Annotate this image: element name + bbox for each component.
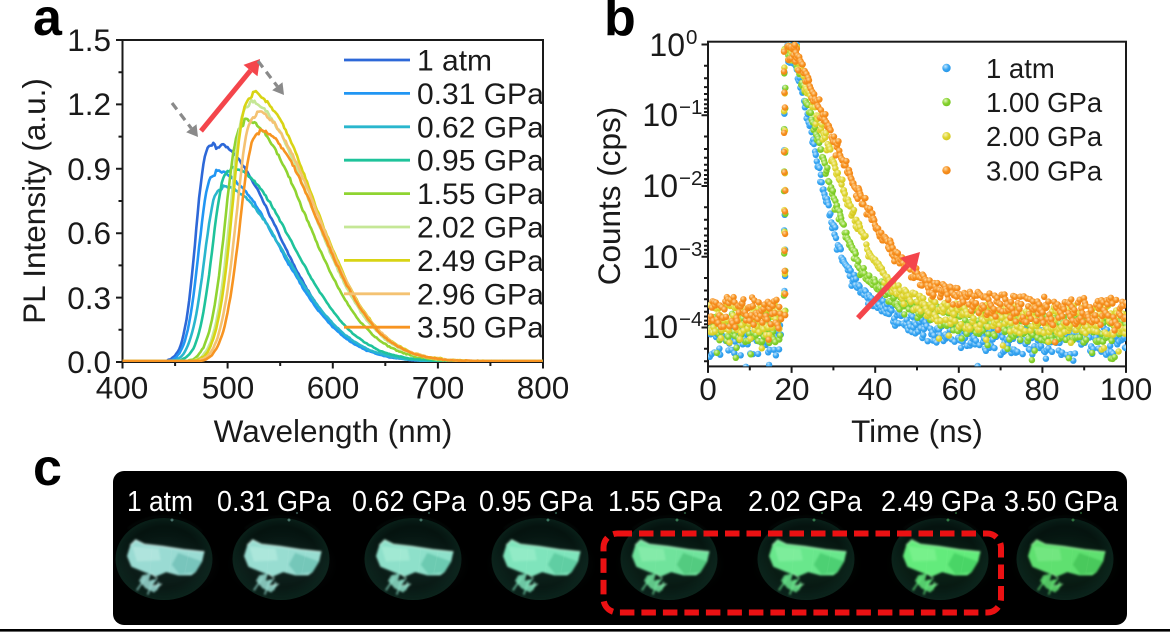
svg-text:0.6: 0.6 xyxy=(67,215,111,251)
svg-text:0: 0 xyxy=(699,371,717,407)
svg-text:600: 600 xyxy=(307,370,360,406)
svg-text:400: 400 xyxy=(96,370,149,406)
svg-text:1.5: 1.5 xyxy=(67,22,111,58)
svg-text:2.96 GPa: 2.96 GPa xyxy=(417,278,544,311)
svg-text:1.55 GPa: 1.55 GPa xyxy=(608,486,723,518)
svg-text:0.62 GPa: 0.62 GPa xyxy=(352,486,467,518)
svg-text:2.02 GPa: 2.02 GPa xyxy=(748,486,863,518)
svg-text:500: 500 xyxy=(202,370,255,406)
svg-text:2.02 GPa: 2.02 GPa xyxy=(417,212,544,245)
svg-text:80: 80 xyxy=(1024,371,1059,407)
svg-text:800: 800 xyxy=(517,370,570,406)
svg-text:700: 700 xyxy=(412,370,465,406)
svg-text:1.55 GPa: 1.55 GPa xyxy=(417,178,544,211)
svg-text:100: 100 xyxy=(1100,371,1153,407)
svg-text:2.49 GPa: 2.49 GPa xyxy=(417,245,544,278)
svg-text:0.62 GPa: 0.62 GPa xyxy=(417,111,544,144)
svg-text:1 atm: 1 atm xyxy=(127,486,193,518)
svg-text:0.31 GPa: 0.31 GPa xyxy=(217,486,332,518)
svg-text:−4: −4 xyxy=(679,308,702,331)
svg-text:a: a xyxy=(33,0,63,47)
svg-text:10: 10 xyxy=(642,239,678,275)
svg-text:3.00 GPa: 3.00 GPa xyxy=(986,155,1103,186)
svg-text:3.50 GPa: 3.50 GPa xyxy=(1004,486,1119,518)
svg-text:0.3: 0.3 xyxy=(67,280,111,316)
svg-text:10: 10 xyxy=(642,97,678,133)
svg-text:40: 40 xyxy=(857,371,892,407)
svg-text:3.50 GPa: 3.50 GPa xyxy=(417,312,544,345)
svg-text:b: b xyxy=(604,0,636,47)
svg-text:0.31 GPa: 0.31 GPa xyxy=(417,78,544,111)
svg-text:2.00 GPa: 2.00 GPa xyxy=(986,121,1103,152)
svg-text:Counts (cps): Counts (cps) xyxy=(591,107,627,286)
svg-text:1.2: 1.2 xyxy=(67,86,111,122)
svg-text:0.9: 0.9 xyxy=(67,151,111,187)
svg-text:0.0: 0.0 xyxy=(67,344,111,380)
svg-text:1.00 GPa: 1.00 GPa xyxy=(986,87,1103,118)
svg-text:c: c xyxy=(33,439,62,497)
svg-text:0.95 GPa: 0.95 GPa xyxy=(417,145,544,178)
svg-text:1 atm: 1 atm xyxy=(986,53,1055,84)
svg-text:−2: −2 xyxy=(679,167,702,190)
svg-text:−3: −3 xyxy=(679,238,702,261)
svg-text:10: 10 xyxy=(649,27,685,63)
svg-text:60: 60 xyxy=(941,371,976,407)
svg-text:0.95 GPa: 0.95 GPa xyxy=(479,486,594,518)
svg-text:1 atm: 1 atm xyxy=(417,45,492,78)
svg-text:10: 10 xyxy=(642,309,678,345)
svg-text:0: 0 xyxy=(686,26,697,49)
svg-text:PL Intensity (a.u.): PL Intensity (a.u.) xyxy=(16,78,52,324)
svg-text:Time (ns): Time (ns) xyxy=(851,413,983,449)
svg-text:−1: −1 xyxy=(679,96,702,119)
svg-text:10: 10 xyxy=(642,168,678,204)
svg-text:20: 20 xyxy=(774,371,809,407)
svg-text:2.49 GPa: 2.49 GPa xyxy=(881,486,996,518)
svg-text:Wavelength (nm): Wavelength (nm) xyxy=(214,413,453,449)
